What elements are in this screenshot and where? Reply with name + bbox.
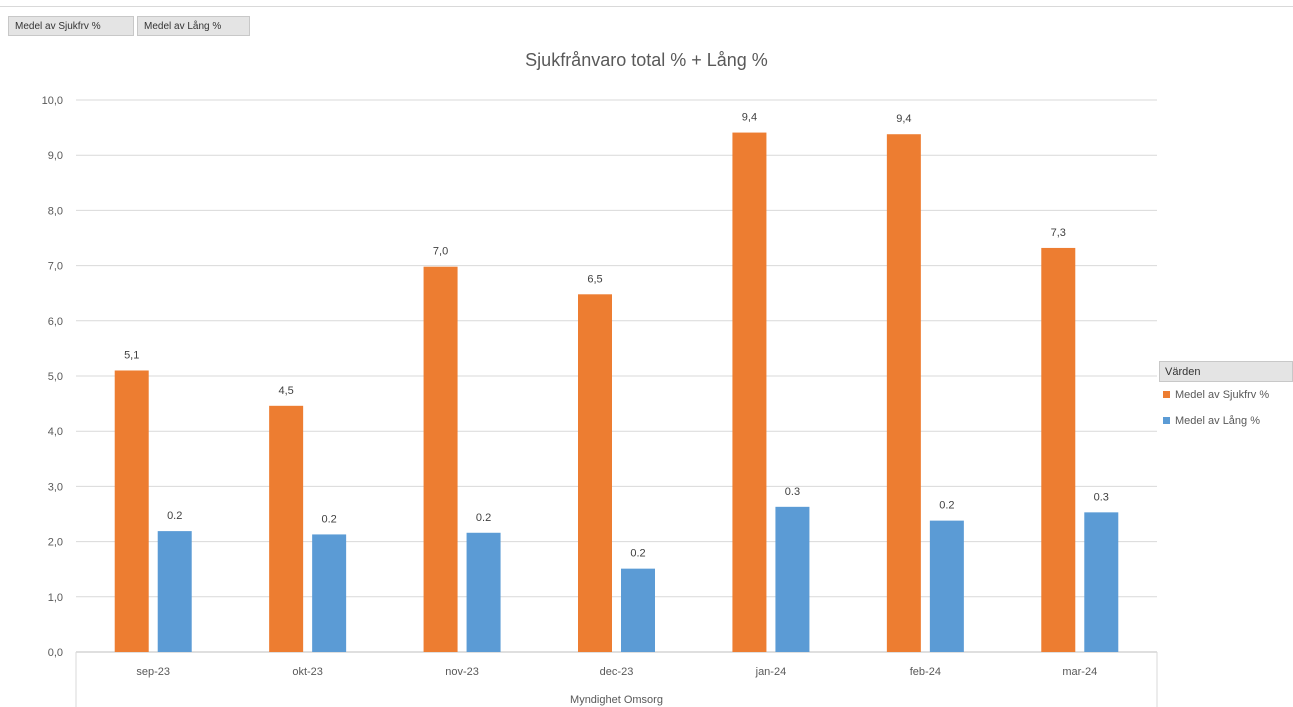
bar <box>466 532 501 652</box>
y-tick-label: 0,0 <box>48 647 63 659</box>
y-tick-label: 9,0 <box>48 150 63 162</box>
bar <box>621 568 655 652</box>
bar <box>886 134 921 652</box>
legend-item-sjukfrv[interactable]: Medel av Sjukfrv % <box>1159 382 1293 408</box>
legend-swatch-orange <box>1163 390 1170 398</box>
top-divider <box>0 6 1293 7</box>
data-label: 9,4 <box>742 112 757 124</box>
field-button-sjukfrv[interactable]: Medel av Sjukfrv % <box>8 16 134 36</box>
y-tick-label: 5,0 <box>48 371 63 383</box>
legend: Värden Medel av Sjukfrv % Medel av Lång … <box>1159 361 1293 434</box>
data-label: 0.2 <box>630 548 645 560</box>
bar <box>312 534 347 652</box>
bar <box>269 405 304 652</box>
x-tick-label: mar-24 <box>1062 666 1097 678</box>
y-tick-label: 1,0 <box>48 592 63 604</box>
data-label: 7,0 <box>433 246 448 258</box>
legend-swatch-blue <box>1163 416 1170 424</box>
x-tick-label: feb-24 <box>910 666 941 678</box>
data-label: 4,5 <box>278 385 293 397</box>
x-tick-label: dec-23 <box>600 666 634 678</box>
bar <box>423 266 458 652</box>
data-label: 7,3 <box>1051 227 1066 239</box>
data-label: 0.2 <box>321 513 336 525</box>
y-tick-label: 10,0 <box>42 95 63 107</box>
data-label: 0.2 <box>939 500 954 512</box>
bar <box>1084 512 1119 652</box>
bar <box>114 370 149 652</box>
y-tick-label: 4,0 <box>48 426 63 438</box>
bar <box>157 531 192 652</box>
bar <box>732 132 767 652</box>
x-tick-label: sep-23 <box>136 666 170 678</box>
legend-label: Medel av Lång % <box>1175 415 1260 427</box>
data-label: 0.2 <box>476 512 491 524</box>
x-tick-label: nov-23 <box>445 666 479 678</box>
y-tick-label: 7,0 <box>48 261 63 273</box>
bar <box>578 294 612 652</box>
y-tick-label: 8,0 <box>48 205 63 217</box>
x-axis-title: Myndighet Omsorg <box>570 694 663 706</box>
data-label: 9,4 <box>896 113 911 125</box>
y-tick-label: 6,0 <box>48 316 63 328</box>
legend-label: Medel av Sjukfrv % <box>1175 389 1270 401</box>
data-label: 5,1 <box>124 349 139 361</box>
data-label: 6,5 <box>587 273 602 285</box>
x-tick-label: okt-23 <box>292 666 323 678</box>
y-tick-label: 3,0 <box>48 481 63 493</box>
field-button-lang[interactable]: Medel av Lång % <box>137 16 250 36</box>
legend-item-lang[interactable]: Medel av Lång % <box>1159 408 1293 434</box>
data-label: 0.2 <box>167 510 182 522</box>
data-label: 0.3 <box>785 486 800 498</box>
chart-title: Sjukfrånvaro total % + Lång % <box>525 50 768 70</box>
x-tick-label: jan-24 <box>755 666 787 678</box>
y-tick-label: 2,0 <box>48 537 63 549</box>
bar <box>775 506 810 652</box>
bar <box>929 520 964 652</box>
legend-header[interactable]: Värden <box>1159 361 1293 382</box>
data-label: 0.3 <box>1094 491 1109 503</box>
bar <box>1041 247 1076 652</box>
